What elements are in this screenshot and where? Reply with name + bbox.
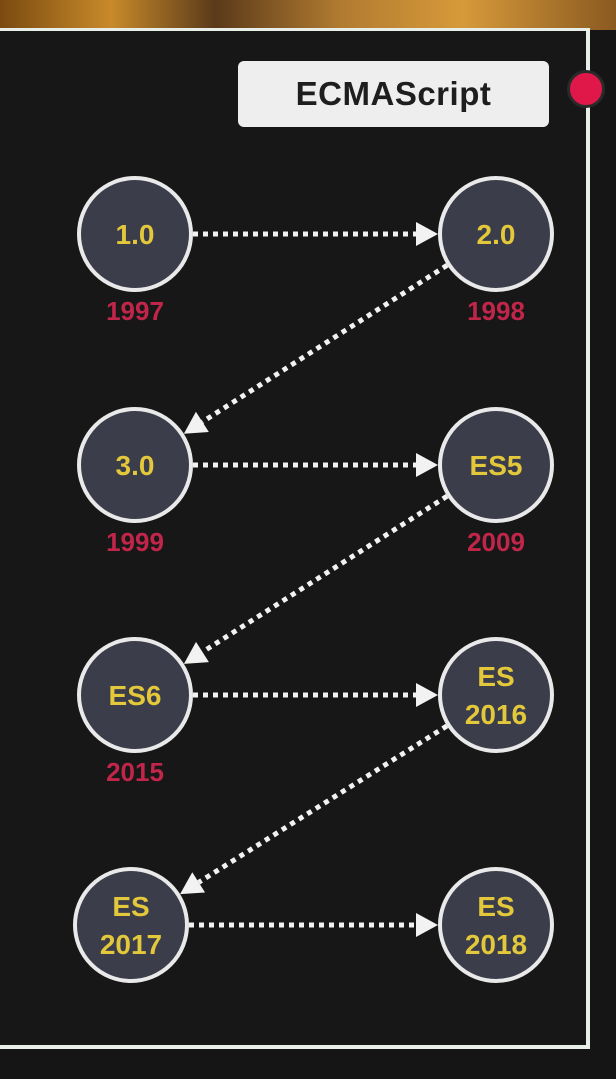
arrowhead-icon [180,872,206,895]
version-label: ES6 [109,680,162,711]
arrow-n4-to-n5 [183,494,449,664]
title-badge: ECMAScript [238,61,549,127]
version-label: 3.0 [116,450,155,481]
version-node-circle [438,637,554,753]
version-node-circle [77,407,193,523]
release-year-label: 1997 [106,296,164,326]
version-label: 2017 [100,929,162,960]
version-node-n1: 1.0 1997 [77,176,193,326]
version-node-circle [77,176,193,292]
background-photo-strip [0,0,616,30]
version-node-n7: ES 2017 [73,867,189,983]
edges-layer [180,222,449,937]
version-node-n8: ES 2018 [438,867,554,983]
arrow-line [201,263,449,424]
version-node-n2: 2.0 1998 [438,176,554,326]
red-pin-icon [567,70,605,108]
arrow-n6-to-n7 [180,723,449,895]
arrow-n2-to-n3 [183,263,449,434]
arrowhead-icon [416,913,438,937]
arrow-n3-to-n4 [193,453,438,477]
release-year-label: 1998 [467,296,525,326]
arrow-n7-to-n8 [189,913,438,937]
arrowhead-icon [416,453,438,477]
release-year-label: 1999 [106,527,164,557]
version-label: ES [477,891,514,922]
version-label: ES [477,661,514,692]
version-node-n6: ES 2016 [438,637,554,753]
arrow-line [197,723,449,885]
arrowhead-icon [183,411,209,434]
version-node-circle [77,637,193,753]
version-node-circle [438,867,554,983]
version-label: ES [112,891,149,922]
release-year-label: 2015 [106,757,164,787]
nodes-layer: 1.0 1997 2.0 1998 3.0 1999 ES5 2009 ES6 2015 ES 201… [73,176,554,983]
version-node-n3: 3.0 1999 [77,407,193,557]
version-node-circle [73,867,189,983]
version-label: 2018 [465,929,527,960]
version-label: 1.0 [116,219,155,250]
version-label: 2016 [465,699,527,730]
arrow-n5-to-n6 [193,683,438,707]
arrowhead-icon [416,222,438,246]
arrowhead-icon [183,641,209,664]
version-label: 2.0 [477,219,516,250]
arrow-n1-to-n2 [193,222,438,246]
version-label: ES5 [470,450,523,481]
version-node-n4: ES5 2009 [438,407,554,557]
arrowhead-icon [416,683,438,707]
arrow-line [201,494,449,655]
version-node-circle [438,176,554,292]
version-node-n5: ES6 2015 [77,637,193,787]
release-year-label: 2009 [467,527,525,557]
version-node-circle [438,407,554,523]
